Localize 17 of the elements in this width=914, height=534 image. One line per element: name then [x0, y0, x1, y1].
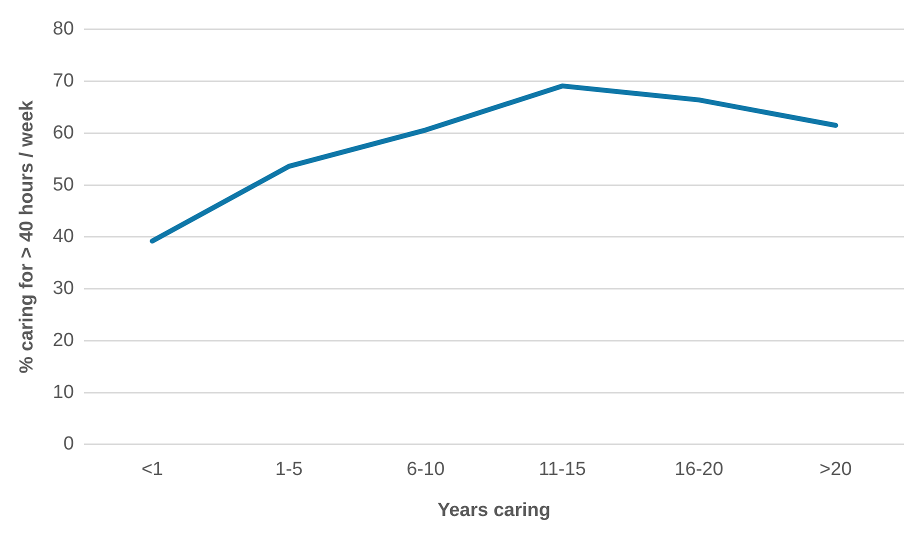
y-axis-title: % caring for > 40 hours / week [16, 100, 38, 374]
x-tick-label: 11-15 [538, 459, 586, 480]
y-tick-label: 50 [52, 174, 74, 196]
x-tick-label: 1-5 [275, 459, 303, 480]
x-axis-title: Years caring [437, 500, 550, 521]
y-tick-label: 30 [52, 278, 74, 300]
x-tick-label: <1 [141, 459, 164, 480]
y-tick-label: 0 [63, 434, 74, 455]
y-tick-label: 70 [52, 70, 74, 92]
x-tick-label: 16-20 [674, 459, 724, 480]
y-tick-label: 60 [52, 122, 74, 144]
y-tick-label: 10 [52, 382, 74, 403]
x-tick-label: 6-10 [406, 459, 445, 480]
y-tick-label: 40 [52, 226, 74, 248]
x-tick-label: >20 [820, 459, 852, 480]
y-tick-label: 80 [52, 18, 74, 40]
y-tick-label: 20 [52, 330, 74, 351]
